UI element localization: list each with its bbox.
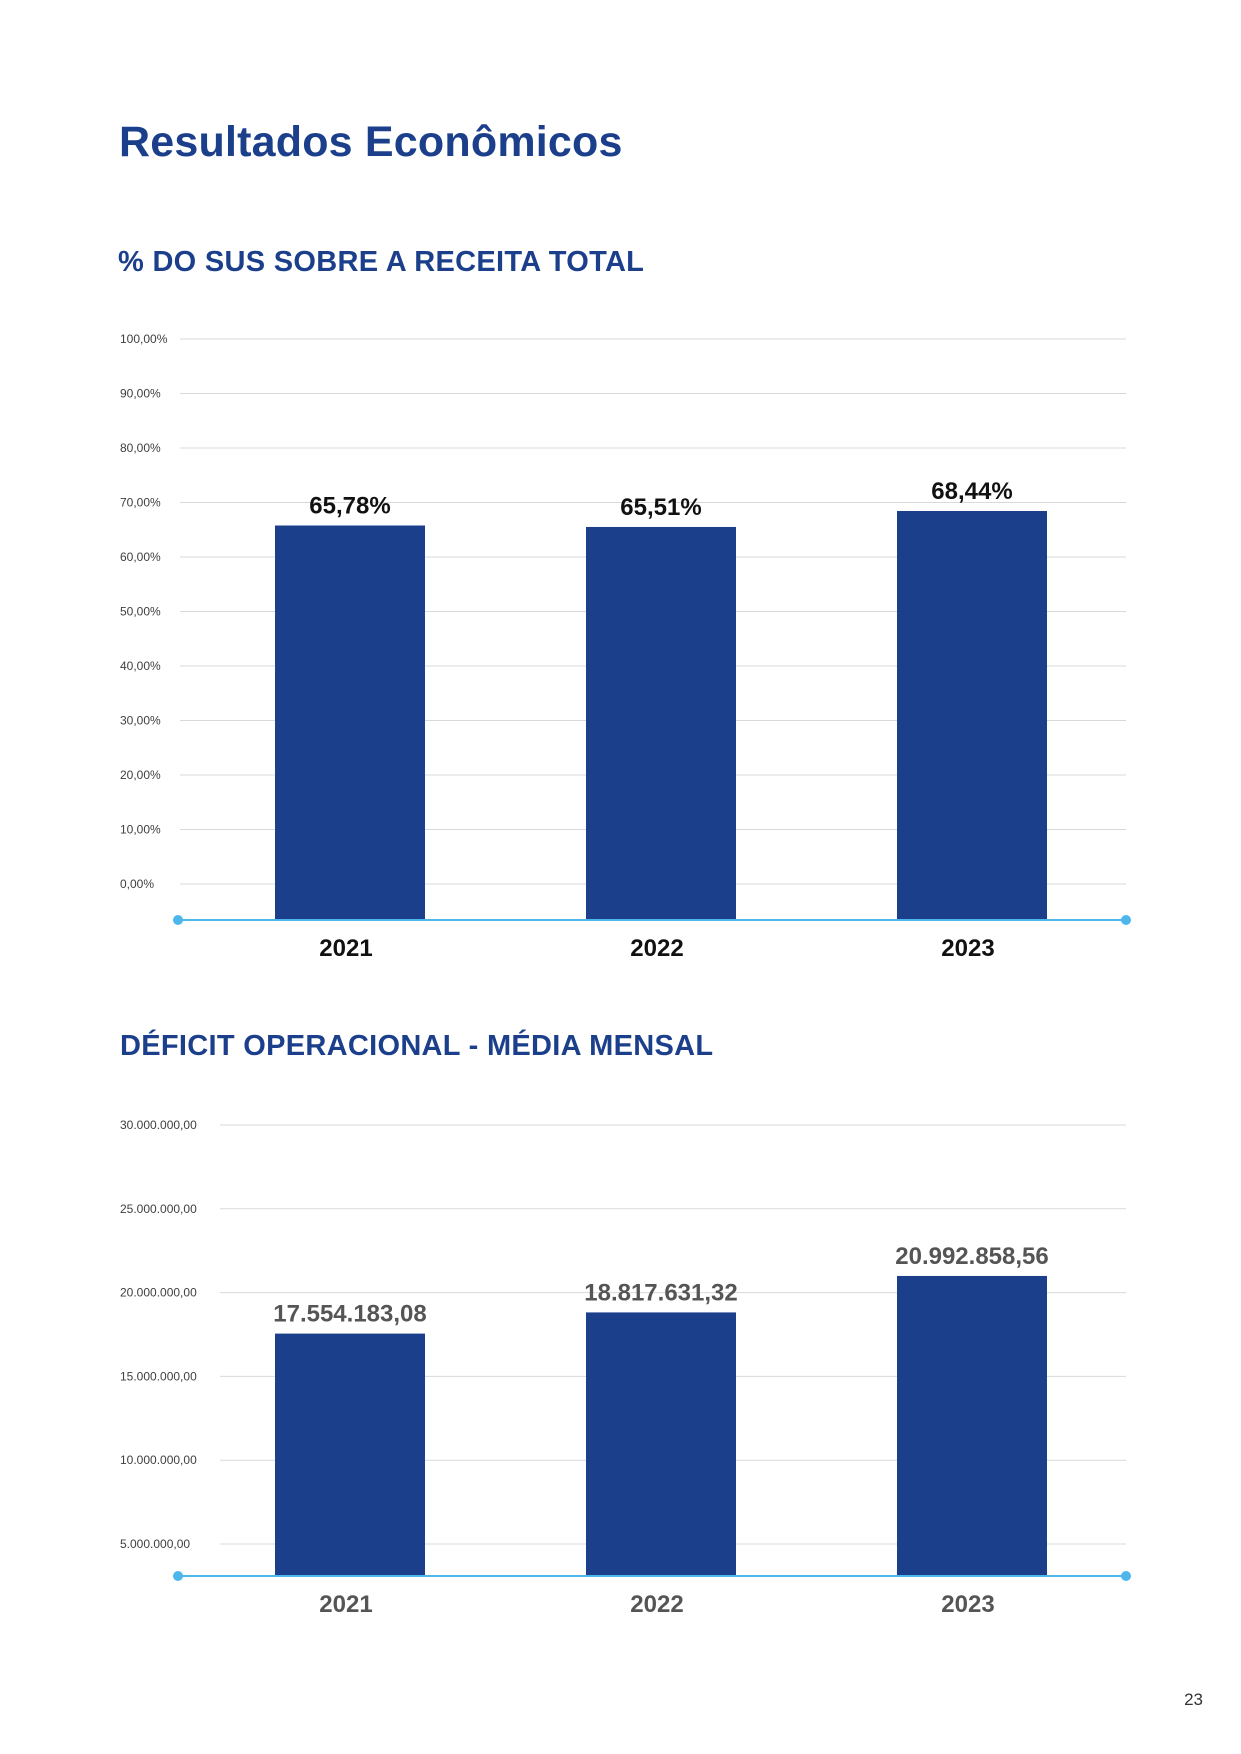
x-tick-label: 2023: [941, 1591, 994, 1618]
data-label: 18.817.631,32: [584, 1279, 737, 1306]
page-number: 23: [1184, 1690, 1203, 1709]
bar-2022: [586, 526, 736, 920]
x-tick-label: 2022: [630, 935, 683, 960]
axis-dot-right: [1121, 915, 1131, 925]
x-tick-label: 2021: [319, 935, 372, 960]
y-tick-label: 10.000.000,00: [120, 1453, 197, 1467]
y-tick-label: 20.000.000,00: [120, 1286, 197, 1300]
bar-2023: [897, 1275, 1047, 1576]
axis-dot-left: [173, 915, 183, 925]
axis-dot-left: [173, 1571, 183, 1581]
bar-2021: [275, 525, 425, 920]
bar-2023: [897, 511, 1047, 920]
y-tick-label: 30.000.000,00: [120, 1118, 197, 1132]
y-tick-label: 40,00%: [120, 659, 161, 673]
y-tick-label: 20,00%: [120, 768, 161, 782]
bar-2022: [586, 1312, 736, 1576]
chart-title-deficit: DÉFICIT OPERACIONAL - MÉDIA MENSAL: [120, 1030, 714, 1062]
y-tick-label: 60,00%: [120, 550, 161, 564]
bar-2021: [275, 1333, 425, 1576]
data-label: 65,78%: [309, 492, 390, 519]
chart-deficit: 5.000.000,00 10.000.000,00 15.000.000,00 20…: [120, 1118, 1131, 1618]
y-tick-label: 10,00%: [120, 823, 161, 837]
y-tick-label: 90,00%: [120, 387, 161, 401]
page-title: Resultados Econômicos: [119, 118, 623, 166]
y-tick-label: 50,00%: [120, 605, 161, 619]
y-tick-label: 0,00%: [120, 877, 154, 891]
data-label: 20.992.858,56: [895, 1243, 1048, 1270]
y-tick-label: 5.000.000,00: [120, 1537, 190, 1551]
y-tick-label: 30,00%: [120, 714, 161, 728]
y-tick-label: 25.000.000,00: [120, 1202, 197, 1216]
chart-title-sus-share: % DO SUS SOBRE A RECEITA TOTAL: [118, 246, 645, 278]
chart-sus-share: 0,00% 10,00% 20,00% 30,00% 40,00% 50,00% 60,00…: [120, 332, 1131, 960]
x-tick-label: 2022: [630, 1591, 683, 1618]
data-label: 65,51%: [620, 494, 701, 521]
x-tick-label: 2021: [319, 1591, 372, 1618]
data-label: 17.554.183,08: [273, 1301, 426, 1328]
y-tick-label: 70,00%: [120, 496, 161, 510]
axis-dot-right: [1121, 1571, 1131, 1581]
y-tick-label: 100,00%: [120, 332, 168, 346]
x-tick-label: 2023: [941, 935, 994, 960]
y-tick-label: 15.000.000,00: [120, 1369, 197, 1383]
y-tick-label: 80,00%: [120, 441, 161, 455]
data-label: 68,44%: [931, 478, 1012, 505]
